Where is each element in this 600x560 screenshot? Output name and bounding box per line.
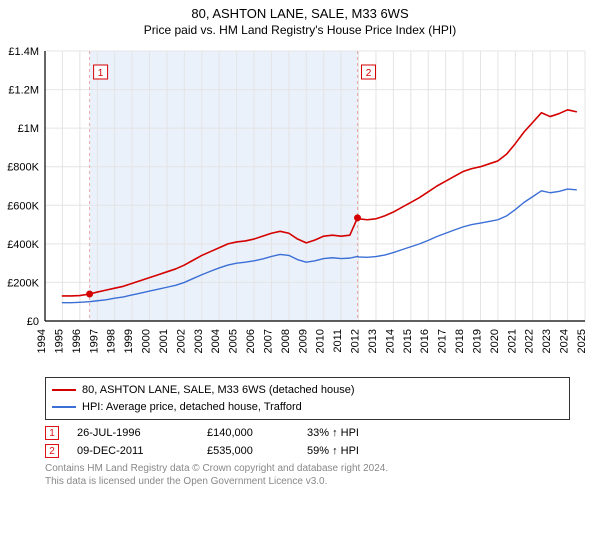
legend-swatch	[52, 406, 76, 408]
sale-pct: 59% ↑ HPI	[307, 445, 407, 457]
xtick-label: 2017	[437, 329, 449, 353]
xtick-label: 1994	[36, 329, 48, 353]
footer-line-2: This data is licensed under the Open Gov…	[45, 475, 570, 488]
page-subtitle: Price paid vs. HM Land Registry's House …	[0, 21, 600, 41]
price-chart: £0 £200K £400K £600K £800K £1M £1.2M £1.4M 1994 1…	[0, 41, 600, 371]
xtick-label: 2015	[402, 329, 414, 353]
xtick-label: 1996	[71, 329, 83, 353]
xtick-label: 2018	[454, 329, 466, 353]
xtick-label: 2020	[489, 329, 501, 353]
xtick-label: 2024	[559, 329, 571, 353]
ytick-label: £1.4M	[8, 46, 39, 58]
sale-price: £140,000	[207, 427, 307, 439]
xtick-label: 2013	[367, 329, 379, 353]
legend-swatch	[52, 389, 76, 391]
sale-date: 26-JUL-1996	[77, 427, 207, 439]
xtick-label: 1997	[88, 329, 100, 353]
sale-marker-index: 1	[98, 68, 104, 79]
xtick-label: 1998	[106, 329, 118, 353]
xtick-label: 2008	[280, 329, 292, 353]
xtick-label: 2025	[576, 329, 588, 353]
sales-table: 1 26-JUL-1996£140,00033% ↑ HPI 2 09-DEC-201…	[45, 424, 570, 460]
xtick-label: 2000	[141, 329, 153, 353]
xtick-label: 2022	[524, 329, 536, 353]
ytick-label: £1.2M	[8, 85, 39, 97]
ytick-label: £600K	[7, 200, 39, 212]
ytick-label: £200K	[7, 277, 39, 289]
legend-label: HPI: Average price, detached house, Traf…	[82, 399, 302, 416]
ytick-label: £1M	[18, 123, 39, 135]
sale-pct: 33% ↑ HPI	[307, 427, 407, 439]
xtick-label: 2023	[541, 329, 553, 353]
sale-row: 1 26-JUL-1996£140,00033% ↑ HPI	[45, 424, 570, 442]
sale-date: 09-DEC-2011	[77, 445, 207, 457]
sale-index-box: 1	[45, 426, 59, 440]
highlight-band	[90, 51, 358, 321]
legend: 80, ASHTON LANE, SALE, M33 6WS (detached…	[45, 377, 570, 420]
xtick-label: 2006	[245, 329, 257, 353]
chart-svg: £0 £200K £400K £600K £800K £1M £1.2M £1.4M 1994 1…	[0, 41, 600, 371]
xtick-label: 2019	[471, 329, 483, 353]
xtick-label: 1999	[123, 329, 135, 353]
xtick-label: 2009	[297, 329, 309, 353]
xtick-label: 2001	[158, 329, 170, 353]
sale-index-box: 2	[45, 444, 59, 458]
xtick-label: 2005	[228, 329, 240, 353]
xtick-label: 2021	[506, 329, 518, 353]
xtick-label: 2016	[419, 329, 431, 353]
legend-row: HPI: Average price, detached house, Traf…	[52, 399, 563, 416]
sale-marker-index: 2	[366, 68, 372, 79]
sale-price: £535,000	[207, 445, 307, 457]
xtick-label: 2014	[384, 329, 396, 353]
ytick-label: £800K	[7, 162, 39, 174]
xtick-label: 2010	[315, 329, 327, 353]
legend-row: 80, ASHTON LANE, SALE, M33 6WS (detached…	[52, 382, 563, 399]
xtick-label: 2012	[350, 329, 362, 353]
legend-label: 80, ASHTON LANE, SALE, M33 6WS (detached…	[82, 382, 355, 399]
footer: Contains HM Land Registry data © Crown c…	[45, 462, 570, 488]
xtick-label: 2004	[210, 329, 222, 353]
xtick-label: 2002	[175, 329, 187, 353]
page-title: 80, ASHTON LANE, SALE, M33 6WS	[0, 0, 600, 21]
sale-row: 2 09-DEC-2011£535,00059% ↑ HPI	[45, 442, 570, 460]
xtick-label: 1995	[53, 329, 65, 353]
xtick-label: 2003	[193, 329, 205, 353]
footer-line-1: Contains HM Land Registry data © Crown c…	[45, 462, 570, 475]
ytick-label: £400K	[7, 239, 39, 251]
xtick-label: 2007	[262, 329, 274, 353]
xtick-label: 2011	[332, 329, 344, 353]
ytick-label: £0	[27, 316, 39, 328]
